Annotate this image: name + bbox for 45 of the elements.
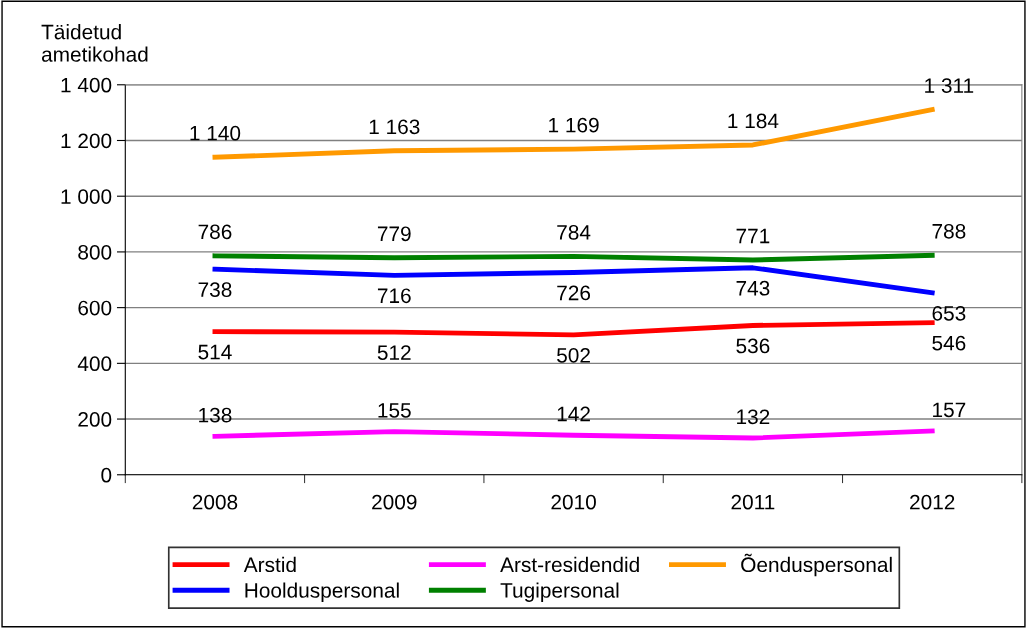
data-label: 771	[736, 228, 770, 244]
y-tick-label: 0	[101, 467, 112, 483]
data-label: 726	[557, 285, 591, 301]
y-tick-label: 400	[77, 356, 112, 372]
y-tick-label: 1 000	[61, 189, 112, 204]
y-tick-label: 800	[78, 244, 112, 260]
data-label: 784	[557, 224, 591, 240]
data-label: 1 169	[549, 117, 599, 133]
x-tick-label: 2011	[731, 494, 775, 510]
legend-label: Arst-residendid	[500, 556, 639, 573]
data-label: 138	[199, 407, 232, 423]
legend-label: Õenduspersonal	[741, 553, 892, 577]
data-label: 1 311	[925, 78, 974, 93]
data-label: 142	[557, 406, 590, 422]
x-tick-label: 2008	[192, 494, 238, 510]
data-label: 716	[377, 288, 411, 304]
legend-label: Hoolduspersonal	[245, 582, 399, 602]
data-label: 779	[377, 226, 411, 242]
y-tick-label: 600	[78, 300, 112, 316]
data-label: 1 140	[190, 125, 241, 141]
y-tick-label: 1 400	[61, 77, 112, 93]
line-series	[212, 428, 935, 441]
y-tick-label: 200	[78, 412, 112, 427]
data-label: 738	[198, 282, 232, 297]
data-label: 155	[378, 403, 411, 418]
data-label: 743	[736, 280, 770, 296]
data-label: 653	[932, 305, 966, 321]
data-label: 786	[198, 224, 232, 240]
y-axis-title: Täidetud ametikohad	[41, 24, 148, 62]
data-label: 512	[377, 345, 411, 360]
y-tick-label: 1 200	[61, 133, 112, 149]
data-label: 536	[736, 338, 770, 354]
data-label: 132	[737, 409, 770, 425]
x-tick-label: 2010	[551, 494, 596, 510]
data-label: 502	[557, 347, 590, 363]
data-label: 546	[932, 335, 966, 351]
legend-label: Arstid	[243, 556, 296, 573]
data-label: 788	[932, 223, 966, 239]
data-label: 1 163	[369, 119, 420, 135]
data-label: 157	[933, 402, 966, 418]
data-label: 1 184	[728, 113, 779, 129]
legend-label: Tugipersonal	[500, 582, 619, 602]
x-tick-label: 2009	[372, 494, 417, 510]
data-label: 514	[198, 344, 232, 360]
x-tick-label: 2012	[910, 494, 955, 510]
